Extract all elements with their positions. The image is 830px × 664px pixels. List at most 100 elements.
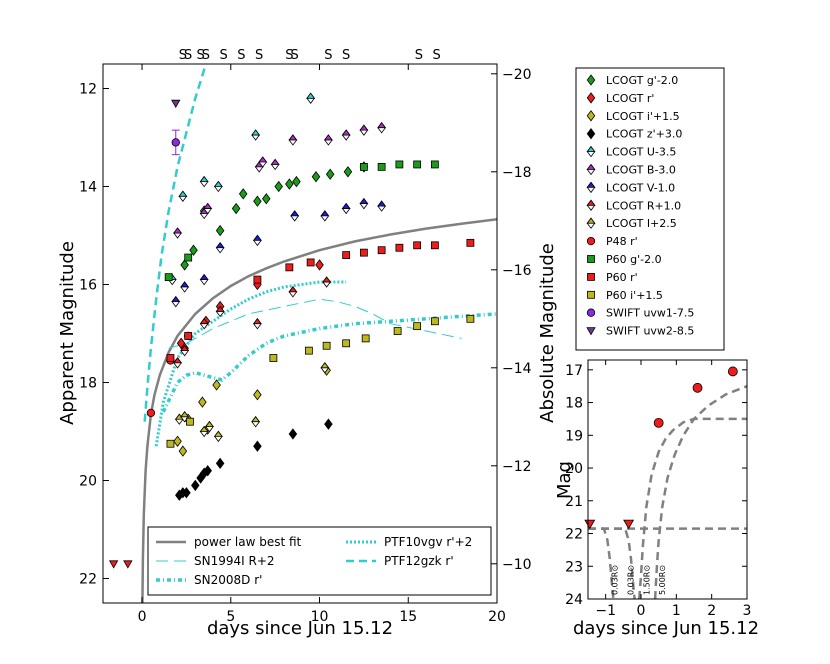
data-point — [164, 273, 173, 282]
data-point — [322, 341, 331, 350]
data-point — [171, 138, 180, 147]
legend-marker-p60-i-1-5 — [587, 290, 595, 299]
data-point-upper-half — [199, 425, 209, 432]
inset-x-tick-label: 1 — [672, 603, 681, 619]
line-ptf10vgv-r-2 — [154, 280, 347, 447]
spectrum-marker: S — [342, 48, 350, 63]
data-point — [180, 344, 190, 357]
inset-plot-frame — [587, 359, 748, 600]
data-point — [253, 389, 262, 401]
inset-x-tick-label: 0 — [637, 603, 646, 619]
x-tick-label: 20 — [488, 609, 506, 625]
data-point-upper-half — [199, 318, 209, 325]
data-point — [270, 158, 280, 171]
data-point — [171, 295, 181, 308]
data-point — [171, 99, 181, 109]
data-point — [203, 465, 212, 477]
line-sn2008d-r — [161, 312, 497, 413]
inset-y-tick-label: 20 — [565, 461, 583, 477]
legend-marker-lcogt-r — [586, 92, 596, 104]
data-point — [377, 122, 387, 134]
data-point — [204, 420, 215, 433]
radius-label: 0.03R⊙ — [611, 565, 620, 595]
data-point-upper-half — [213, 180, 223, 187]
data-point-upper-half — [172, 227, 183, 234]
data-point-upper-half — [322, 276, 332, 283]
line-ptf12gzk-r — [143, 64, 208, 422]
y-tick-label: 20 — [79, 474, 97, 490]
data-point — [215, 305, 225, 318]
data-point — [191, 479, 200, 492]
legend-marker-lcogt-z-3-0 — [586, 128, 596, 140]
legend-marker-lcogt-u-3-5-upper-half — [586, 145, 596, 153]
data-point — [262, 193, 271, 205]
data-point — [361, 334, 370, 343]
data-point — [324, 418, 333, 430]
x-tick-label: 10 — [311, 609, 329, 625]
spectrum-marker: S — [196, 48, 204, 63]
data-point — [189, 244, 198, 256]
spectrum-marker: S — [202, 48, 210, 63]
data-point-upper-half — [359, 124, 369, 131]
legend-marker-lcogt-v-1-0-upper-half — [586, 181, 596, 188]
line-power-law-best-fit — [141, 218, 497, 603]
legend-entry-lcogt-u-3-5: LCOGT U-3.5 — [606, 146, 676, 159]
data-point — [258, 156, 268, 168]
data-point — [285, 263, 294, 272]
data-point-upper-half — [251, 416, 261, 423]
legend-marker-lcogt-r-1-0 — [586, 199, 596, 211]
data-point — [182, 487, 191, 499]
radius-label: 5.00R⊙ — [658, 565, 667, 595]
data-point — [166, 354, 175, 362]
legend-entry-p60-i-1-5: P60 i'+1.5 — [606, 289, 663, 302]
data-point-upper-half — [290, 210, 300, 217]
inset-model-0-03b — [588, 527, 636, 599]
data-point — [359, 197, 369, 210]
data-point-upper-half — [251, 129, 261, 136]
data-point — [215, 457, 225, 470]
inset-x-axis-label: days since Jun 15.12 — [573, 618, 759, 639]
inset-data-point — [623, 519, 635, 530]
data-point — [395, 160, 404, 169]
data-point — [184, 253, 193, 262]
data-point — [146, 408, 156, 418]
legend-entry-swift-uvw2-8-5: SWIFT uvw2-8.5 — [606, 325, 694, 338]
data-point-upper-half — [323, 134, 333, 141]
series-p60-r — [166, 238, 475, 362]
data-point — [178, 445, 188, 457]
data-point — [341, 129, 351, 141]
data-point — [199, 273, 209, 286]
data-point — [430, 160, 439, 169]
spectrum-marker: S — [184, 48, 192, 63]
legend-entry-lcogt-i-1-5: LCOGT i'+1.5 — [606, 110, 680, 123]
legend-marker-lcogt-v-1-0 — [586, 181, 596, 194]
x-tick-label: 15 — [399, 609, 417, 625]
data-point — [320, 210, 330, 222]
radius-label: 0.03R⊙ — [626, 565, 635, 595]
data-point — [466, 314, 475, 323]
series-swift-uvw1-7-5 — [171, 129, 180, 156]
data-point — [466, 238, 475, 247]
data-point — [251, 416, 261, 428]
data-point — [173, 435, 182, 447]
legend-marker-lcogt-g-2-0 — [586, 74, 596, 86]
data-point — [180, 259, 189, 271]
y2-tick-label: −10 — [502, 557, 532, 573]
data-point — [199, 425, 209, 438]
legend-marker-lcogt-i-1-5 — [586, 110, 596, 122]
legend-entry-p48-r: P48 r' — [606, 235, 638, 248]
series-p60-g-2-0 — [164, 160, 439, 282]
legend-entry-lcogt-i-2-5: LCOGT I+2.5 — [606, 217, 677, 230]
inset-data-point — [692, 382, 703, 393]
data-point-upper-half — [288, 134, 298, 141]
data-point-upper-half — [199, 175, 209, 183]
spectrum-marker: S — [237, 48, 245, 63]
data-point — [377, 200, 387, 212]
data-point — [199, 318, 209, 330]
inset-series-upper-limits — [584, 519, 635, 530]
inset-y-tick-label: 19 — [565, 428, 583, 444]
legend-entry-lcogt-r: LCOGT r' — [606, 92, 654, 105]
data-point-upper-half — [270, 158, 280, 165]
legend-marker-lcogt-i-2-5-upper-half — [586, 217, 596, 224]
data-point — [430, 241, 439, 250]
